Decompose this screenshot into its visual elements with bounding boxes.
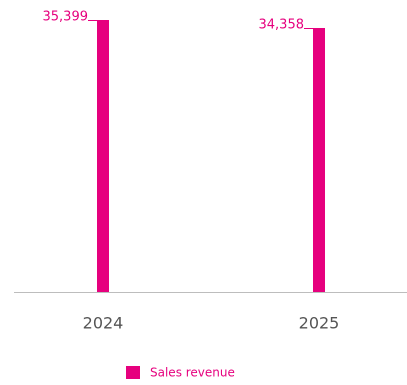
x-tick-label: 2025: [299, 314, 340, 333]
value-label: 35,399: [43, 10, 89, 25]
x-tick-label: 2024: [83, 314, 124, 333]
bar: [313, 27, 325, 292]
legend-label: Sales revenue: [150, 366, 235, 380]
legend-swatch: [126, 366, 140, 379]
bar: [97, 20, 109, 292]
value-label: 34,358: [259, 17, 305, 32]
